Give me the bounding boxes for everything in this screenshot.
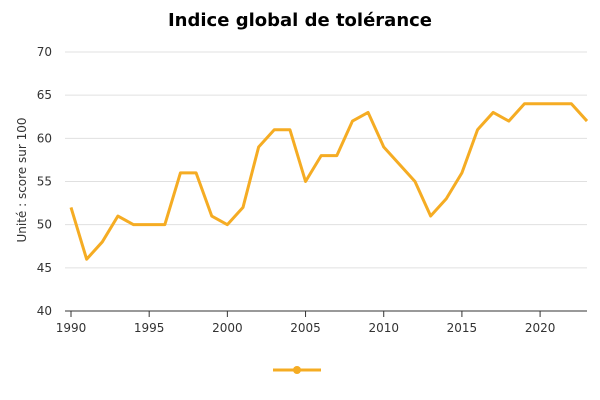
- chart-title: Indice global de tolérance: [168, 10, 432, 31]
- y-tick-label: 45: [37, 261, 52, 275]
- x-tick-label: 1995: [134, 321, 165, 335]
- x-tick-label: 2000: [212, 321, 243, 335]
- legend[interactable]: [273, 366, 321, 374]
- y-tick-label: 50: [37, 218, 52, 232]
- x-tick-label: 2015: [447, 321, 478, 335]
- y-axis-label: Unité : score sur 100: [15, 117, 29, 242]
- x-tick-label: 2005: [290, 321, 321, 335]
- x-tick-label: 2010: [368, 321, 399, 335]
- series-layer: [69, 102, 589, 261]
- legend-marker[interactable]: [293, 366, 301, 374]
- y-axis-ticks: 40 45 50 55 60 65 70: [37, 45, 52, 318]
- series-line: [69, 102, 589, 261]
- x-axis: 1990 1995 2000 2005 2010 2015 2020: [56, 310, 587, 335]
- x-tick-label: 1990: [56, 321, 87, 335]
- y-tick-label: 40: [37, 304, 52, 318]
- y-tick-label: 65: [37, 88, 52, 102]
- y-tick-label: 60: [37, 131, 52, 145]
- x-tick-label: 2020: [525, 321, 556, 335]
- y-tick-label: 70: [37, 45, 52, 59]
- gridlines: [65, 51, 587, 269]
- y-tick-label: 55: [37, 175, 52, 189]
